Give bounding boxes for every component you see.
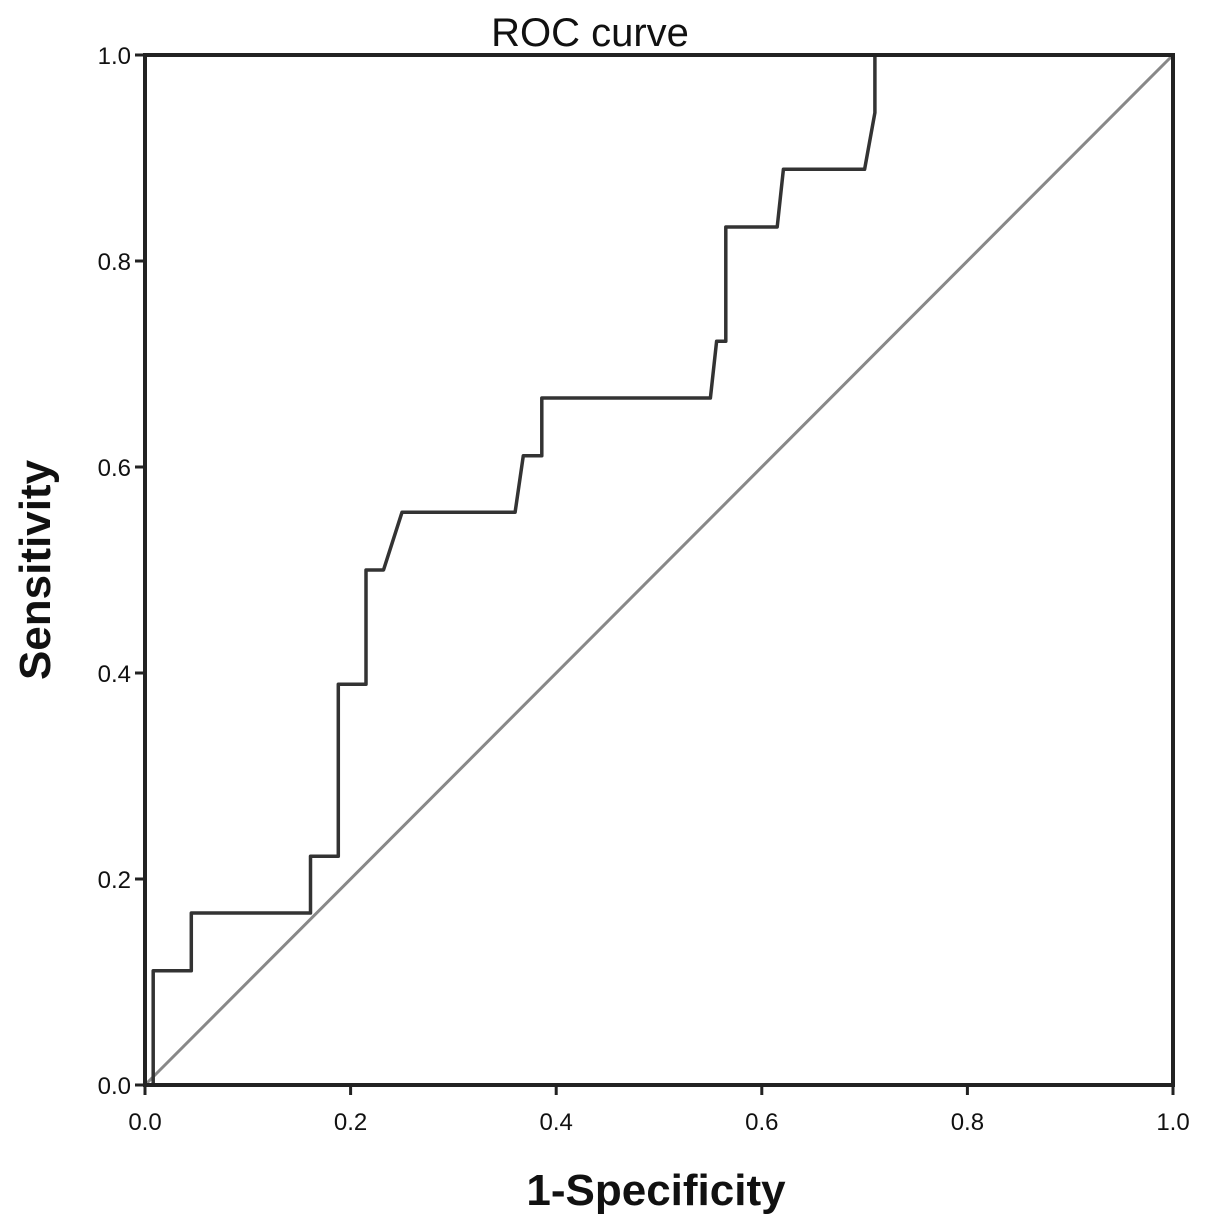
x-axis-title: 1-Specificity xyxy=(526,1166,786,1215)
x-tick-label: 1.0 xyxy=(1156,1109,1189,1136)
series-layer xyxy=(143,53,1175,1087)
x-tick-label: 0.8 xyxy=(951,1109,984,1136)
y-tick-label: 0.6 xyxy=(98,455,131,482)
x-ticks: 0.0 0.2 0.4 0.6 0.8 1.0 xyxy=(128,1085,1190,1136)
x-tick-label: 0.4 xyxy=(540,1109,573,1136)
x-tick-label: 0.6 xyxy=(745,1109,778,1136)
chart-title: ROC curve xyxy=(491,11,689,55)
y-tick-label: 0.0 xyxy=(98,1073,131,1100)
plot-frame xyxy=(143,53,1175,1087)
y-axis-title: Sensitivity xyxy=(11,459,60,680)
reference-diagonal-line xyxy=(143,53,1175,1087)
y-tick-label: 0.2 xyxy=(98,867,131,894)
y-tick-label: 0.8 xyxy=(98,249,131,276)
y-ticks: 0.0 0.2 0.4 0.6 0.8 1.0 xyxy=(98,43,145,1100)
roc-curve-line xyxy=(145,53,1173,1087)
x-tick-label: 0.0 xyxy=(128,1109,161,1136)
x-tick-label: 0.2 xyxy=(334,1109,367,1136)
y-tick-label: 1.0 xyxy=(98,43,131,70)
y-tick-label: 0.4 xyxy=(98,661,131,688)
